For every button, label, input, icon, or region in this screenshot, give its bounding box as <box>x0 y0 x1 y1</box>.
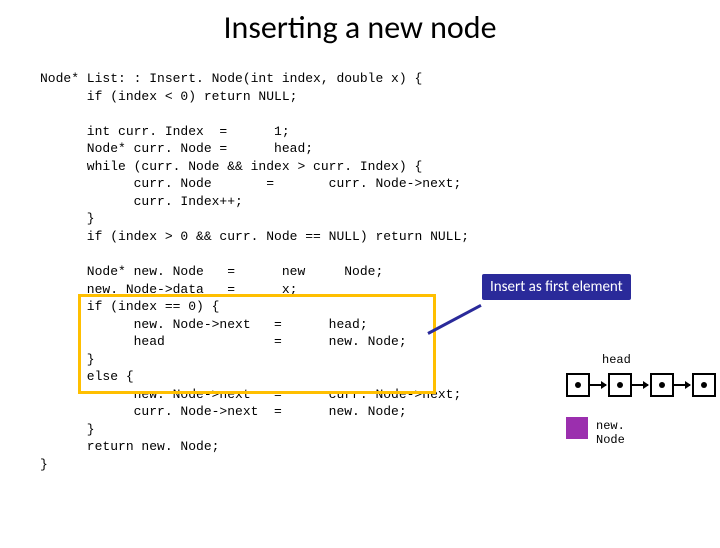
new-node <box>566 417 588 439</box>
code-block: Node* List: : Insert. Node(int index, do… <box>40 70 469 474</box>
node-dot-icon <box>659 382 665 388</box>
list-node <box>566 373 590 397</box>
list-node <box>608 373 632 397</box>
callout-insert-first: Insert as first element <box>482 274 631 300</box>
list-node <box>692 373 716 397</box>
newnode-label: new. Node <box>596 419 625 447</box>
page-title: Inserting a new node <box>0 8 720 47</box>
head-label: head <box>602 353 631 367</box>
node-dot-icon <box>575 382 581 388</box>
arrow-icon <box>632 384 648 386</box>
list-node <box>650 373 674 397</box>
node-dot-icon <box>617 382 623 388</box>
arrow-icon <box>674 384 690 386</box>
node-dot-icon <box>701 382 707 388</box>
arrow-icon <box>590 384 606 386</box>
